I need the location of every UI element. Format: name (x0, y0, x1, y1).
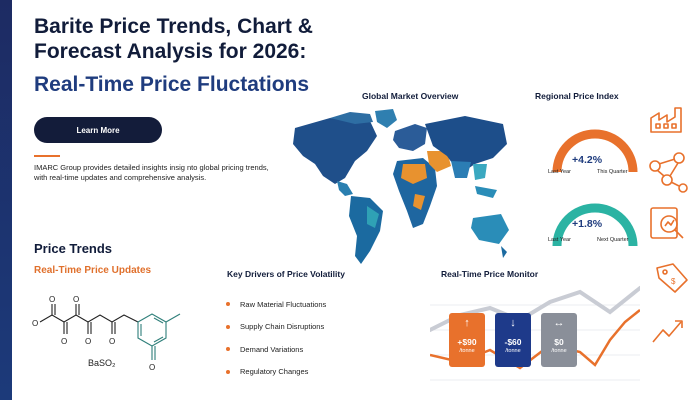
map-title: Global Market Overview (362, 91, 459, 101)
monitor-title: Real-Time Price Monitor (441, 269, 539, 279)
card-value: -$60 (504, 337, 522, 347)
list-item: Demand Variations (226, 338, 326, 361)
gauge-1-value: +4.2% (572, 154, 603, 166)
svg-text:O: O (61, 337, 67, 346)
price-card-up: ↑ +$90 /tonne (449, 313, 485, 367)
gauge-1-right-label: This Quarter (597, 169, 628, 175)
left-accent-bar (0, 0, 12, 400)
card-unit: /tonne (505, 348, 521, 354)
page-title: Barite Price Trends, Chart & Forecast An… (34, 15, 313, 63)
card-value: +$90 (457, 337, 477, 347)
arrow-down-icon: ↓ (510, 317, 516, 329)
svg-text:O: O (49, 295, 55, 304)
price-tag-icon: $ (656, 263, 688, 293)
page-subtitle: Real-Time Price Fluctations (34, 73, 310, 96)
price-card-flat: ↔ $0 /tonne (541, 313, 577, 367)
world-map (293, 109, 509, 264)
drivers-list: Raw Material Fluctuations Supply Chain D… (226, 293, 326, 383)
gauge-2-right-label: Next Quarter (597, 237, 629, 243)
description-text: IMARC Group provides detailed insights i… (34, 163, 269, 182)
gauge-2-value: +1.8% (572, 218, 603, 230)
gauge-teal (552, 203, 638, 247)
bullet-dot (226, 369, 230, 374)
realtime-updates-heading: Real-Time Price Updates (34, 265, 152, 276)
list-item: Raw Material Fluctuations (226, 293, 326, 316)
gauge-2-left-label: Last Year (548, 237, 571, 243)
card-unit: /tonne (459, 348, 475, 354)
side-icon-column: $ (649, 107, 688, 343)
driver-label: Demand Variations (240, 344, 304, 354)
bullet-dot (226, 347, 230, 352)
bullet-dot (226, 302, 230, 307)
svg-text:O: O (32, 319, 38, 328)
list-item: Supply Chain Disruptions (226, 316, 326, 339)
regional-index-title: Regional Price Index (535, 91, 619, 101)
card-value: $0 (554, 337, 564, 347)
svg-text:O: O (85, 337, 91, 346)
molecule-structure-icon: O O O O O O O BaSO₂ (32, 295, 181, 372)
bullet-dot (226, 324, 230, 329)
trend-arrow-icon (652, 320, 683, 343)
network-icon (649, 152, 688, 193)
learn-more-button[interactable]: Learn More (34, 117, 162, 143)
svg-text:O: O (73, 295, 79, 304)
factory-icon (650, 107, 682, 133)
molecule-formula: BaSO₂ (88, 358, 116, 368)
svg-text:O: O (149, 363, 155, 372)
arrow-left-right-icon: ↔ (553, 317, 565, 329)
svg-text:$: $ (671, 277, 676, 286)
driver-label: Regulatory Changes (240, 367, 309, 377)
svg-text:O: O (109, 337, 115, 346)
divider (34, 155, 60, 157)
gauge-1-left-label: Last Year (548, 169, 571, 175)
card-unit: /tonne (551, 348, 567, 354)
magnifier-chart-icon (650, 207, 684, 239)
price-card-down: ↓ -$60 /tonne (495, 313, 531, 367)
list-item: Regulatory Changes (226, 361, 326, 384)
price-trends-heading: Price Trends (34, 241, 113, 256)
arrow-up-icon: ↑ (464, 317, 470, 329)
gauge-orange (552, 129, 638, 173)
driver-label: Supply Chain Disruptions (240, 322, 325, 332)
driver-label: Raw Material Fluctuations (240, 299, 327, 309)
drivers-title: Key Drivers of Price Volatility (227, 269, 345, 279)
